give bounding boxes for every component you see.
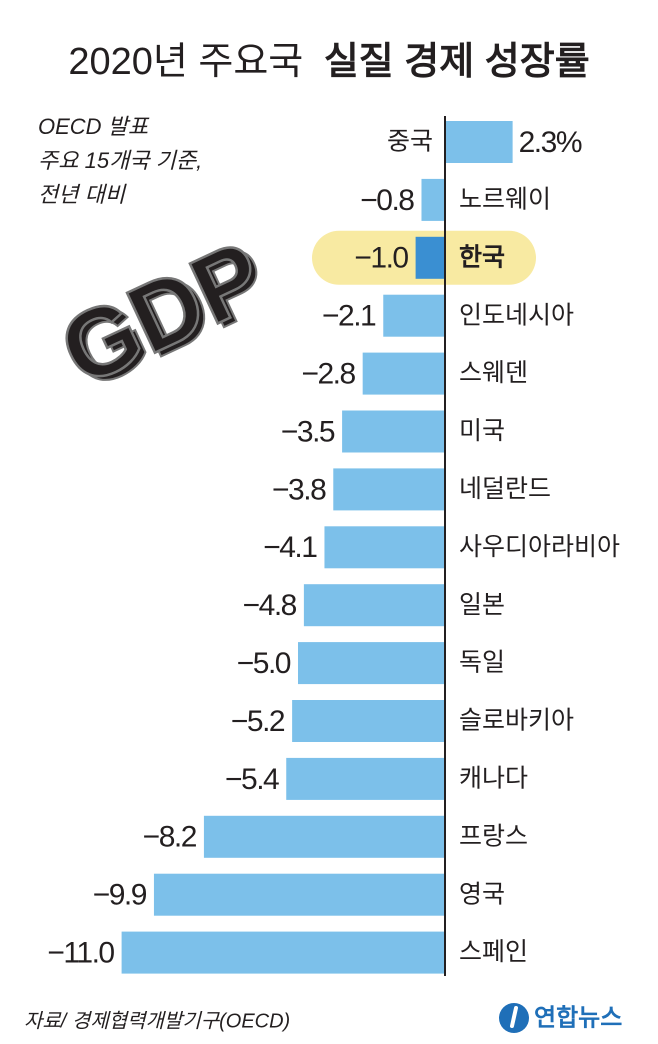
value-label: −2.1 xyxy=(322,300,376,333)
subtitle-line: 주요 15개국 기준, xyxy=(38,148,202,173)
title-part: 2020년 주요국 xyxy=(68,41,303,83)
category-label: 프랑스 xyxy=(459,822,528,850)
category-label: 캐나다 xyxy=(459,765,528,793)
value-label: −4.8 xyxy=(243,589,297,622)
chart-title: 2020년 주요국 실질 경제 성장률 xyxy=(68,41,589,83)
value-label: −2.8 xyxy=(301,358,355,391)
plot: 2.3% 중국 −0.8 노르웨이 −1.0 한국 −2.1 인도네시아 −2.8 스웨덴 −3.5… xyxy=(47,121,620,974)
value-label: −0.8 xyxy=(360,184,414,217)
value-label: −3.5 xyxy=(281,415,335,448)
subtitle-line: OECD 발표 xyxy=(38,114,150,139)
bar xyxy=(203,815,445,858)
bar xyxy=(362,352,445,395)
value-label: −4.1 xyxy=(263,531,317,564)
value-label: −9.9 xyxy=(93,879,147,912)
bar xyxy=(286,757,445,800)
bar xyxy=(383,294,445,337)
category-label: 스페인 xyxy=(459,938,528,966)
category-label: 노르웨이 xyxy=(459,186,551,214)
logo-text: 연합뉴스 xyxy=(534,1004,622,1031)
value-label: −1.0 xyxy=(354,242,408,275)
category-label: 한국 xyxy=(459,243,505,271)
bar xyxy=(415,236,445,279)
bar xyxy=(298,642,445,685)
title-part: 실질 경제 성장률 xyxy=(324,41,590,83)
bar xyxy=(303,584,445,627)
category-label: 사우디아라비아 xyxy=(459,533,620,561)
category-label: 중국 xyxy=(387,128,433,156)
bar xyxy=(292,700,445,742)
bar xyxy=(333,468,445,511)
category-label: 일본 xyxy=(459,591,505,619)
value-label: −3.8 xyxy=(272,473,326,506)
value-label: 2.3% xyxy=(519,126,582,159)
category-label: 독일 xyxy=(459,649,505,677)
logo: 연합뉴스 xyxy=(499,1003,622,1033)
value-label: −11.0 xyxy=(47,937,114,970)
bar xyxy=(421,178,445,221)
category-label: 슬로바키아 xyxy=(459,707,574,735)
category-label: 영국 xyxy=(459,880,505,908)
bar xyxy=(153,873,445,916)
category-label: 스웨덴 xyxy=(459,359,528,387)
category-label: 인도네시아 xyxy=(459,301,574,329)
bar xyxy=(342,410,445,453)
value-label: −8.2 xyxy=(143,821,197,854)
logo-mark-stroke xyxy=(510,1006,518,1028)
bar xyxy=(121,931,445,974)
bar xyxy=(324,526,445,569)
source: 자료/ 경제협력개발기구(OECD) xyxy=(24,1010,290,1032)
bar xyxy=(445,121,513,163)
value-label: −5.2 xyxy=(231,705,285,738)
value-label: −5.0 xyxy=(237,647,291,680)
value-label: −5.4 xyxy=(225,763,279,796)
category-label: 미국 xyxy=(459,417,505,445)
category-label: 네덜란드 xyxy=(459,475,551,503)
subtitle: OECD 발표 주요 15개국 기준, 전년 대비 xyxy=(38,114,202,207)
subtitle-line: 전년 대비 xyxy=(38,182,127,207)
